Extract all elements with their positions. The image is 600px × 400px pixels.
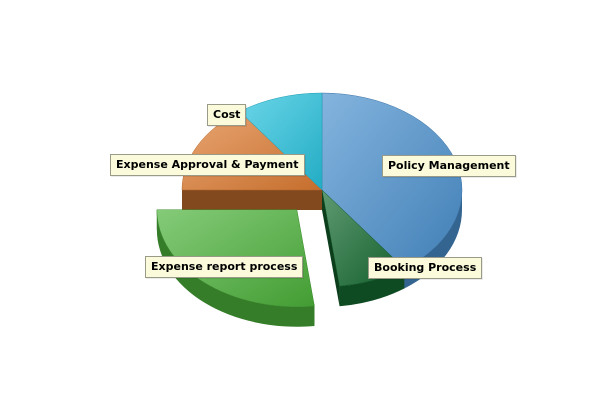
- pie-side-booking-process-face-1: [322, 190, 340, 307]
- pie-side-expense-approval-and-payment-face-0: [182, 190, 322, 210]
- label-cost: Cost: [207, 104, 247, 126]
- pie-side-expense-report-process-rim: [156, 209, 315, 327]
- label-expense-report-process: Expense report process: [145, 256, 304, 278]
- label-policy-management: Policy Management: [382, 155, 516, 177]
- label-expense-approval-payment: Expense Approval & Payment: [110, 154, 305, 176]
- label-booking-process: Booking Process: [368, 257, 483, 279]
